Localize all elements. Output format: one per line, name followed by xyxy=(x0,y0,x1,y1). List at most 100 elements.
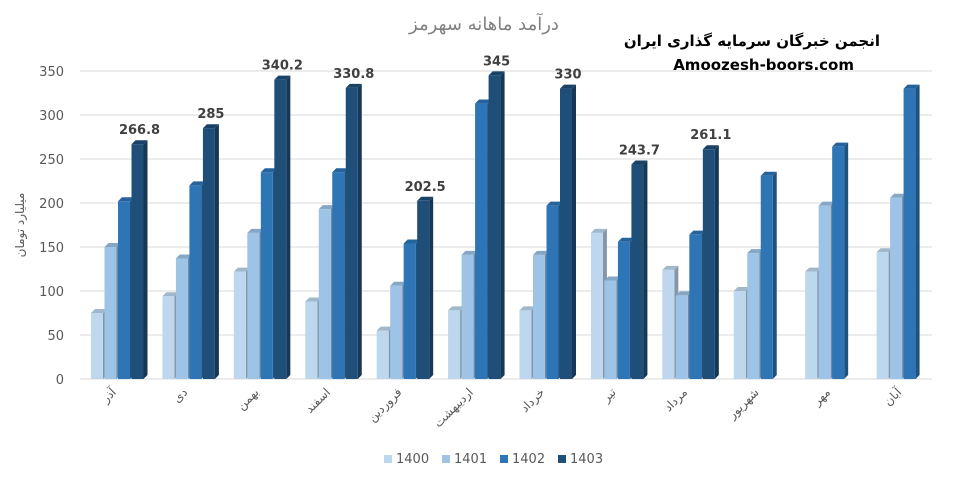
x-tick-label: بهمن xyxy=(234,385,262,413)
bar-top xyxy=(189,181,206,186)
bar-top xyxy=(805,267,822,272)
bar-1401 xyxy=(818,205,831,379)
bar-1400 xyxy=(876,252,889,379)
x-tick-label: فروردین xyxy=(365,385,405,425)
x-tick-label: اردیبهشت xyxy=(431,385,477,431)
bar-top xyxy=(760,171,777,176)
bar-top xyxy=(345,83,362,88)
data-label: 340.2 xyxy=(262,59,303,74)
bar-1401 xyxy=(604,280,617,379)
chart-title: درآمد ماهانه سهرمز xyxy=(408,12,559,35)
bar-top xyxy=(131,140,148,145)
bar-side xyxy=(286,75,291,380)
bar-1401 xyxy=(461,254,474,379)
x-tick-label: اسفند xyxy=(302,385,333,416)
bar-side xyxy=(915,84,920,379)
bar-top xyxy=(247,228,264,233)
bar-1402 xyxy=(689,234,702,379)
bar-1401 xyxy=(247,232,260,379)
bar-top xyxy=(631,160,648,165)
bar-1402 xyxy=(617,241,630,379)
bar-side xyxy=(143,140,148,379)
bar-1403 xyxy=(274,79,287,380)
data-label: 261.1 xyxy=(690,128,731,143)
y-tick-label: 0 xyxy=(56,373,64,388)
bar-1403 xyxy=(560,88,572,379)
data-labels: 266.8 285 340.2 330.8 202.5 345 330 243.7 261.1 xyxy=(119,54,731,194)
y-tick-label: 250 xyxy=(39,153,64,168)
bar-1400 xyxy=(733,291,746,379)
bar-top xyxy=(376,326,393,331)
bar-1403 xyxy=(202,128,215,379)
legend-swatch xyxy=(384,455,392,463)
bar-1401 xyxy=(318,209,331,379)
bar-top xyxy=(560,84,576,89)
y-tick-label: 150 xyxy=(39,241,64,256)
bar-top xyxy=(546,201,563,206)
bar-1401 xyxy=(747,253,760,379)
x-axis-ticks: آذر دی بهمن اسفند فروردین اردیبهشت خرداد تیر مرد… xyxy=(97,384,905,431)
bar-1400 xyxy=(305,301,318,379)
y-tick-label: 100 xyxy=(39,285,64,300)
bar-side xyxy=(214,124,219,379)
bar-1400 xyxy=(91,313,103,379)
bar-top xyxy=(903,84,920,89)
bar-1401 xyxy=(390,285,403,379)
data-label: 285 xyxy=(197,107,224,122)
bar-side xyxy=(572,84,576,379)
bar-side xyxy=(772,171,777,379)
bar-top xyxy=(590,228,607,233)
bar-1400 xyxy=(448,310,461,379)
bar-top xyxy=(403,239,420,244)
bar-1403 xyxy=(417,200,430,379)
bar-top xyxy=(488,71,505,76)
bar-top xyxy=(662,265,679,270)
watermark-org: انجمن خبرگان سرمایه گذاری ایران xyxy=(623,32,880,50)
grid xyxy=(80,70,932,380)
x-tick-label: آذر xyxy=(97,384,120,407)
bar-1402 xyxy=(403,243,416,379)
bar-1402 xyxy=(546,205,559,379)
bar-top xyxy=(617,237,634,242)
bar-top xyxy=(448,306,465,311)
bar-1403 xyxy=(631,164,644,379)
bar-top xyxy=(417,196,434,201)
y-axis-label: میلیارد تومان xyxy=(13,193,28,258)
bar-top xyxy=(533,250,549,255)
watermark-site: Amoozesh-boors.com xyxy=(673,56,854,74)
bar-side xyxy=(357,83,362,380)
bar-1402 xyxy=(832,146,845,379)
bar-top xyxy=(604,276,621,281)
bar-top xyxy=(818,201,835,206)
y-tick-label: 350 xyxy=(39,65,64,80)
bar-top xyxy=(475,99,492,104)
bar-top xyxy=(305,297,322,302)
bar-side xyxy=(844,142,849,379)
bar-top xyxy=(175,254,192,259)
data-label: 243.7 xyxy=(619,144,660,159)
bar-1400 xyxy=(662,269,675,379)
bar-1401 xyxy=(533,254,545,379)
legend-label: 1400 xyxy=(396,452,429,467)
bar-top xyxy=(675,291,692,296)
bar-top xyxy=(390,281,407,286)
bar-1400 xyxy=(376,330,389,379)
bar-top xyxy=(733,287,750,291)
bar-side xyxy=(429,196,434,379)
bar-top xyxy=(890,193,907,198)
bar-1402 xyxy=(903,88,916,379)
bar-top xyxy=(832,142,849,147)
bar-1402 xyxy=(332,172,345,379)
x-tick-label: مهر xyxy=(809,385,833,409)
bar-top xyxy=(91,309,107,313)
bar-1403 xyxy=(488,75,501,380)
bar-1400 xyxy=(590,232,603,379)
bar-side xyxy=(500,71,505,380)
bar-top xyxy=(702,145,719,150)
bar-top xyxy=(876,248,893,253)
bar-top xyxy=(689,230,706,235)
legend-label: 1403 xyxy=(570,452,603,467)
bar-top xyxy=(260,168,277,173)
data-label: 330 xyxy=(554,68,581,83)
bar-1402 xyxy=(118,201,130,379)
